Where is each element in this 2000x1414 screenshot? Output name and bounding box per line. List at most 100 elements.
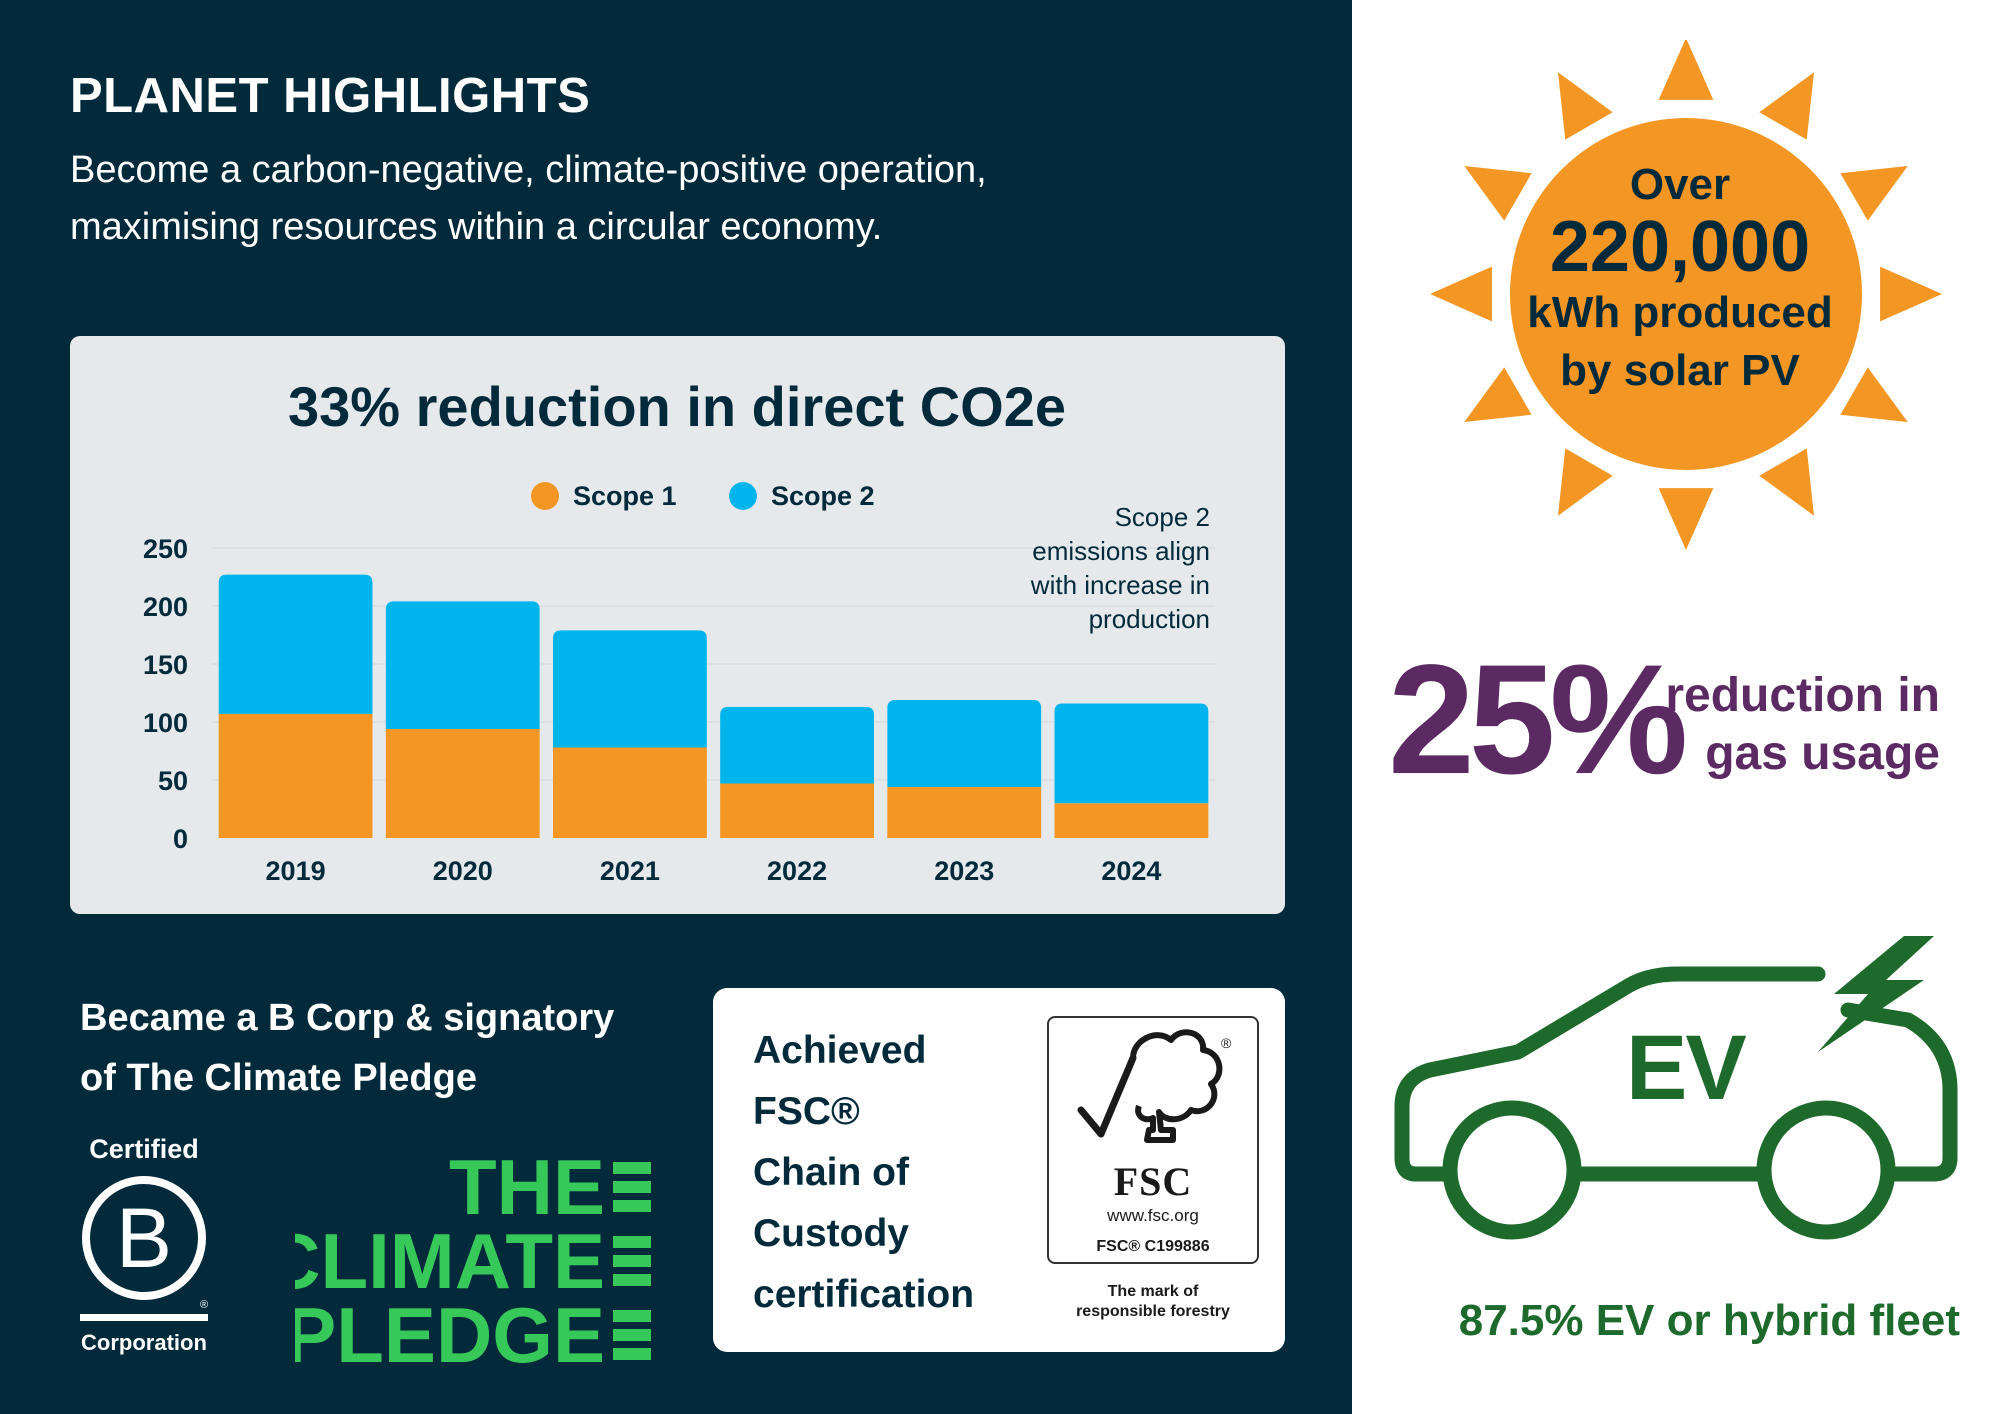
bar-scope-1 <box>1054 803 1209 838</box>
solar-line-4: by solar PV <box>1560 346 1800 395</box>
fsc-line-1: Achieved <box>753 1029 927 1072</box>
sun-ray <box>1840 166 1908 221</box>
bcorp-logo-bottom: Corporation <box>81 1330 207 1355</box>
solar-stat: Over 220,000 kWh produced by solar PV <box>1510 160 1850 400</box>
bcorp-underline <box>80 1314 208 1321</box>
bar-scope-2 <box>553 630 707 748</box>
bar-scope-2 <box>218 574 373 714</box>
sun-ray <box>1880 266 1942 322</box>
legend-marker <box>729 482 757 510</box>
page-subtitle: Become a carbon-negative, climate-positi… <box>70 149 987 248</box>
gas-percent: 25% <box>1388 633 1688 807</box>
sun-disc <box>1510 118 1862 470</box>
gas-line-1: reduction in <box>1665 669 1940 722</box>
sun-ray <box>1658 488 1714 550</box>
fleet-caption: 87.5% EV or hybrid fleet <box>1458 1296 1960 1345</box>
fsc-tagline: The mark of responsible forestry <box>1047 1282 1259 1322</box>
y-tick-label: 150 <box>143 650 188 680</box>
fsc-tree-icon: ® <box>1077 1029 1232 1143</box>
bcorp-mark: ® <box>200 1299 208 1311</box>
y-tick-label: 0 <box>173 824 188 854</box>
fsc-logo-badge: ® FSC www.fsc.org FSC® C199886 <box>1047 1016 1259 1264</box>
y-tick-label: 200 <box>143 592 188 622</box>
x-tick-label: 2020 <box>433 856 493 886</box>
bar-scope-1 <box>887 786 1042 838</box>
bar-scope-2 <box>887 699 1042 787</box>
chart-legend: Scope 1 Scope 2 <box>531 481 875 511</box>
chart-bars <box>218 574 1209 838</box>
svg-text:®: ® <box>1221 1035 1232 1051</box>
bar-scope-1 <box>553 747 707 838</box>
certified-b-corporation-logo: Certified B ® Corporation <box>80 1134 208 1355</box>
bcorp-letter: B <box>116 1191 172 1285</box>
fsc-tagline-2: responsible forestry <box>1076 1303 1230 1320</box>
sun-ray <box>1759 448 1814 516</box>
fsc-logo-code: FSC® C199886 <box>1096 1238 1210 1255</box>
bar-scope-2 <box>720 706 874 784</box>
legend-marker <box>531 482 559 510</box>
y-tick-label: 250 <box>143 534 188 564</box>
electric-car-icon <box>1394 936 1958 1240</box>
bar-scope-1 <box>720 783 874 838</box>
pledge-word-climate: CLIMATE <box>295 1217 605 1305</box>
annotation-line: emissions align <box>1032 536 1210 566</box>
x-tick-label: 2022 <box>767 856 827 886</box>
legend-label: Scope 1 <box>573 481 677 511</box>
annotation-line: with increase in <box>1030 570 1210 600</box>
sun-ray <box>1464 166 1532 221</box>
sun-rays <box>1430 40 1942 550</box>
x-tick-label: 2021 <box>600 856 660 886</box>
chart-annotation: Scope 2 emissions align with increase in pr… <box>1030 502 1210 634</box>
lightning-bolt-icon <box>1818 936 1934 1052</box>
solar-line-3: kWh produced <box>1527 288 1833 337</box>
sun-ray <box>1558 72 1613 140</box>
bcorp-logo-top: Certified <box>89 1134 199 1164</box>
y-tick-label: 50 <box>158 766 188 796</box>
bcorp-heading-line1: Became a B Corp & signatory <box>80 997 615 1039</box>
fsc-line-3: Chain of <box>753 1151 909 1194</box>
bar-scope-2 <box>1054 703 1209 804</box>
fsc-logo-url: www.fsc.org <box>1107 1206 1199 1225</box>
pledge-word-the: THE <box>449 1148 605 1231</box>
sun-ray <box>1840 367 1908 422</box>
fsc-logo-name: FSC <box>1113 1159 1193 1204</box>
sun-ray <box>1558 448 1613 516</box>
bar-scope-2 <box>385 601 540 729</box>
annotation-line: production <box>1089 604 1210 634</box>
gas-description: reduction in gas usage <box>1640 667 1940 783</box>
pledge-stripes <box>613 1162 651 1360</box>
fsc-line-5: certification <box>753 1273 975 1316</box>
page-title: PLANET HIGHLIGHTS <box>70 69 591 123</box>
co2-chart-card: 33% reduction in direct CO2e Scope 1 Scop… <box>70 336 1285 914</box>
co2-bar-chart: 33% reduction in direct CO2e Scope 1 Scop… <box>143 375 1215 886</box>
bar-scope-1 <box>218 713 373 838</box>
sun-ray <box>1658 40 1714 100</box>
chart-y-axis: 0 50 100 150 200 250 <box>143 534 188 854</box>
fsc-line-2: FSC® <box>753 1090 860 1133</box>
solar-value: 220,000 <box>1549 207 1811 287</box>
sun-ray <box>1759 72 1814 140</box>
fsc-card: Achieved FSC® Chain of Custody certifica… <box>713 988 1285 1352</box>
chart-title: 33% reduction in direct CO2e <box>288 375 1066 438</box>
sun-ray <box>1430 266 1492 322</box>
annotation-line: Scope 2 <box>1115 502 1210 532</box>
x-tick-label: 2023 <box>934 856 994 886</box>
solar-line-1: Over <box>1629 160 1731 209</box>
x-tick-label: 2019 <box>266 856 326 886</box>
bcorp-heading-line2: of The Climate Pledge <box>80 1057 477 1099</box>
bcorp-circle <box>82 1176 206 1300</box>
bar-scope-1 <box>385 728 540 838</box>
bcorp-heading: Became a B Corp & signatory of The Clima… <box>80 988 680 1108</box>
ev-label: EV <box>1626 1017 1747 1119</box>
pledge-word-pledge: PLEDGE <box>295 1291 605 1368</box>
y-tick-label: 100 <box>143 708 188 738</box>
sun-icon <box>1430 40 1942 550</box>
fsc-line-4: Custody <box>753 1212 909 1255</box>
x-tick-label: 2024 <box>1101 856 1161 886</box>
gas-line-2: gas usage <box>1705 727 1940 780</box>
chart-x-axis: 2019 2020 2021 2022 2023 2024 <box>266 856 1162 886</box>
fsc-tagline-1: The mark of <box>1107 1283 1199 1300</box>
legend-label: Scope 2 <box>771 481 875 511</box>
fsc-description: Achieved FSC® Chain of Custody certifica… <box>753 1020 1033 1325</box>
the-climate-pledge-logo: THE CLIMATE PLEDGE <box>295 1148 651 1368</box>
